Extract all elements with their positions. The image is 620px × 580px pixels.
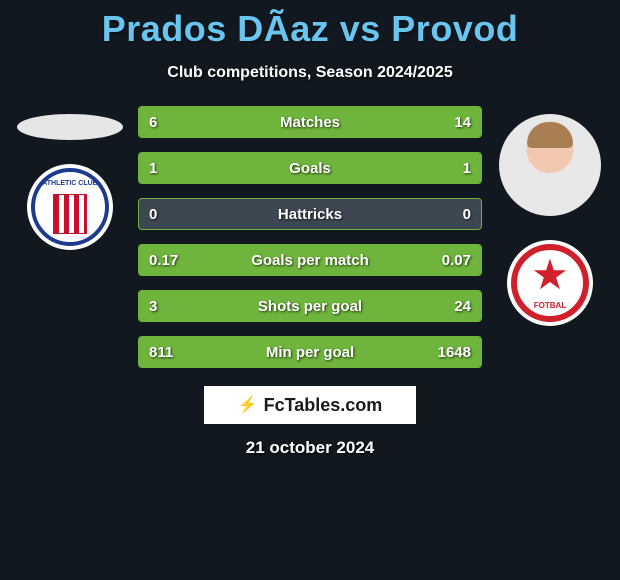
stat-bar: 6 Matches 14 [138, 106, 482, 138]
club-crest-right: ★ FOTBAL [507, 240, 593, 326]
stat-right-value: 24 [454, 298, 471, 315]
right-column: ★ FOTBAL [488, 106, 612, 368]
stats-bars: 6 Matches 14 1 Goals 1 0 Hattricks 0 0.1… [132, 106, 488, 368]
page-title: Prados DÃ­az vs Provod [0, 0, 620, 50]
brand-badge: ⚡ FcTables.com [204, 386, 416, 424]
stat-bar: 0 Hattricks 0 [138, 198, 482, 230]
subtitle: Club competitions, Season 2024/2025 [0, 64, 620, 82]
crest-left-stripes-icon [53, 194, 87, 234]
stat-right-value: 0.07 [442, 252, 471, 269]
stat-right-value: 14 [454, 114, 471, 131]
crest-right-text: FOTBAL [534, 301, 566, 310]
stat-label: Goals [139, 160, 481, 177]
crest-right-star-icon: ★ [531, 250, 569, 299]
brand-logo-icon: ⚡ [238, 395, 258, 415]
left-column: ATHLETIC CLUB [8, 106, 132, 368]
stat-bar: 0.17 Goals per match 0.07 [138, 244, 482, 276]
stat-label: Goals per match [139, 252, 481, 269]
player-avatar-left [17, 114, 123, 140]
club-crest-left: ATHLETIC CLUB [27, 164, 113, 250]
crest-left-text: ATHLETIC CLUB [42, 180, 97, 187]
stat-bar: 3 Shots per goal 24 [138, 290, 482, 322]
stat-label: Matches [139, 114, 481, 131]
stat-label: Min per goal [139, 344, 481, 361]
stat-right-value: 0 [463, 206, 471, 223]
stat-bar: 811 Min per goal 1648 [138, 336, 482, 368]
player-avatar-right [499, 114, 601, 216]
date-label: 21 october 2024 [0, 438, 620, 458]
stat-label: Shots per goal [139, 298, 481, 315]
brand-text: FcTables.com [264, 395, 383, 416]
stat-right-value: 1648 [438, 344, 471, 361]
stat-bar: 1 Goals 1 [138, 152, 482, 184]
stat-label: Hattricks [139, 206, 481, 223]
comparison-panel: ATHLETIC CLUB 6 Matches 14 1 Goals 1 0 H… [0, 106, 620, 368]
stat-right-value: 1 [463, 160, 471, 177]
